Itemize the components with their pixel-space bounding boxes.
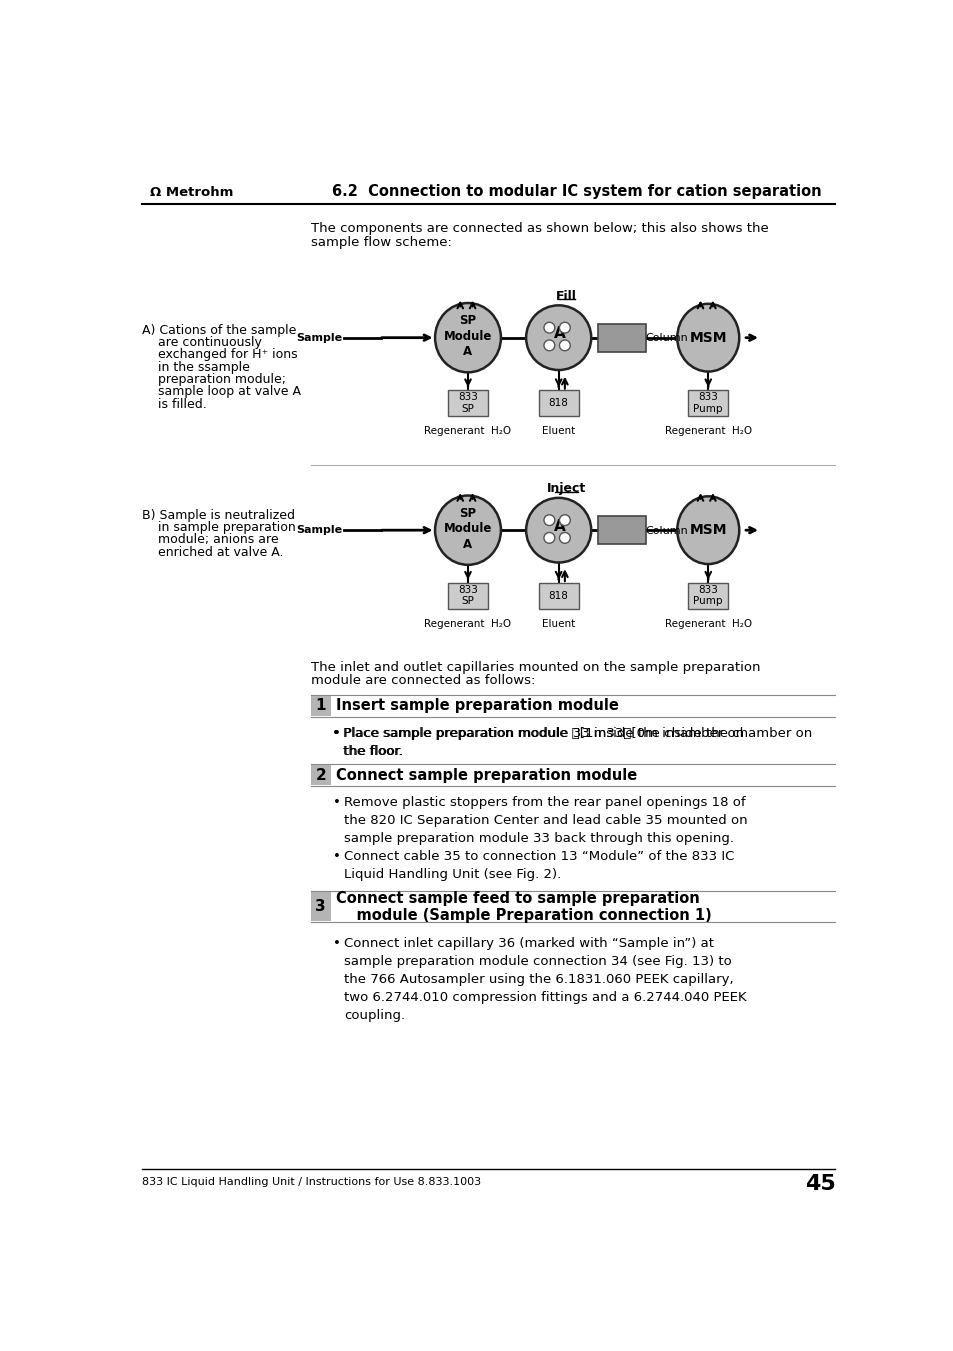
Ellipse shape (435, 303, 500, 373)
Ellipse shape (677, 304, 739, 372)
Text: Place sample preparation module [1m33[0m inside the chamber on
the floor.: Place sample preparation module [1m33[… (343, 727, 812, 758)
Text: Regenerant  H₂O: Regenerant H₂O (664, 619, 751, 628)
Text: preparation module;: preparation module; (142, 373, 286, 386)
Text: Connect cable 35 to connection 13 “Module” of the 833 IC
Liquid Handling Unit (s: Connect cable 35 to connection 13 “Modul… (344, 850, 734, 881)
Text: in sample preparation: in sample preparation (142, 521, 296, 534)
Text: in the ssample: in the ssample (142, 361, 250, 374)
Text: Column: Column (645, 526, 687, 536)
Circle shape (543, 323, 555, 334)
Circle shape (558, 323, 570, 334)
Text: 818: 818 (548, 399, 568, 408)
Text: •: • (333, 850, 340, 863)
FancyBboxPatch shape (311, 696, 331, 716)
Text: 45: 45 (803, 1174, 835, 1194)
Text: are continuously: are continuously (142, 336, 262, 349)
Text: Eluent: Eluent (541, 426, 575, 436)
Text: •: • (333, 796, 340, 809)
Text: Remove plastic stoppers from the rear panel openings 18 of
the 820 IC Separation: Remove plastic stoppers from the rear pa… (344, 796, 747, 844)
Circle shape (525, 497, 591, 562)
Text: Connect sample feed to sample preparation
    module (Sample Preparation connect: Connect sample feed to sample preparatio… (335, 890, 711, 923)
Text: Fill: Fill (556, 290, 577, 303)
Text: sample loop at valve A: sample loop at valve A (142, 385, 301, 399)
Text: Inject: Inject (546, 482, 585, 496)
Text: 6.2  Connection to modular IC system for cation separation: 6.2 Connection to modular IC system for … (332, 184, 821, 199)
Text: Regenerant  H₂O: Regenerant H₂O (664, 426, 751, 436)
Text: •: • (332, 727, 340, 739)
FancyBboxPatch shape (447, 582, 488, 609)
Text: module are connected as follows:: module are connected as follows: (311, 674, 535, 688)
FancyBboxPatch shape (537, 390, 578, 416)
Text: SP
Module
A: SP Module A (443, 315, 492, 358)
Circle shape (543, 532, 555, 543)
FancyBboxPatch shape (311, 892, 331, 921)
Text: Regenerant  H₂O: Regenerant H₂O (424, 619, 511, 628)
Text: module; anions are: module; anions are (142, 534, 279, 546)
Text: A: A (554, 519, 565, 534)
Text: A: A (554, 327, 565, 342)
Text: Column: Column (645, 334, 687, 343)
Text: Ω Metrohm: Ω Metrohm (150, 186, 233, 199)
Text: 833
SP: 833 SP (457, 392, 477, 413)
Text: Sample: Sample (296, 526, 342, 535)
Text: exchanged for H⁺ ions: exchanged for H⁺ ions (142, 349, 297, 362)
FancyBboxPatch shape (687, 390, 728, 416)
Text: The components are connected as shown below; this also shows the: The components are connected as shown be… (311, 222, 767, 235)
Circle shape (558, 515, 570, 526)
Text: A) Cations of the sample: A) Cations of the sample (142, 324, 296, 336)
Circle shape (543, 515, 555, 526)
Text: 1: 1 (315, 698, 326, 713)
Text: SP
Module
A: SP Module A (443, 507, 492, 551)
Ellipse shape (435, 496, 500, 565)
FancyBboxPatch shape (598, 516, 645, 544)
Text: sample flow scheme:: sample flow scheme: (311, 236, 451, 249)
FancyBboxPatch shape (598, 324, 645, 351)
Text: 2: 2 (315, 767, 326, 782)
Text: Connect inlet capillary 36 (marked with “Sample in”) at
sample preparation modul: Connect inlet capillary 36 (marked with … (344, 936, 746, 1021)
Circle shape (558, 532, 570, 543)
Text: Connect sample preparation module: Connect sample preparation module (335, 767, 637, 782)
Text: B) Sample is neutralized: B) Sample is neutralized (142, 508, 295, 521)
Text: MSM: MSM (689, 523, 726, 538)
FancyBboxPatch shape (311, 765, 331, 785)
Text: Sample: Sample (296, 332, 342, 343)
Text: Regenerant  H₂O: Regenerant H₂O (424, 426, 511, 436)
Text: 818: 818 (548, 590, 568, 601)
FancyBboxPatch shape (447, 390, 488, 416)
Text: Eluent: Eluent (541, 619, 575, 628)
Text: 833
Pump: 833 Pump (693, 392, 722, 413)
Text: •: • (333, 727, 340, 739)
Text: The inlet and outlet capillaries mounted on the sample preparation: The inlet and outlet capillaries mounted… (311, 661, 760, 674)
Text: 3: 3 (315, 900, 326, 915)
Text: Place sample preparation module 33 inside the chamber on
the floor.: Place sample preparation module 33 insid… (344, 727, 743, 758)
FancyBboxPatch shape (537, 582, 578, 609)
Circle shape (525, 305, 591, 370)
Circle shape (558, 340, 570, 351)
Text: 833
Pump: 833 Pump (693, 585, 722, 607)
FancyBboxPatch shape (687, 582, 728, 609)
Text: 833 IC Liquid Handling Unit / Instructions for Use 8.833.1003: 833 IC Liquid Handling Unit / Instructio… (142, 1177, 481, 1188)
Text: enriched at valve A.: enriched at valve A. (142, 546, 284, 558)
Text: •: • (333, 936, 340, 950)
Text: is filled.: is filled. (142, 397, 207, 411)
Text: 833
SP: 833 SP (457, 585, 477, 607)
Text: Insert sample preparation module: Insert sample preparation module (335, 698, 618, 713)
Ellipse shape (677, 496, 739, 565)
Circle shape (543, 340, 555, 351)
Text: MSM: MSM (689, 331, 726, 345)
